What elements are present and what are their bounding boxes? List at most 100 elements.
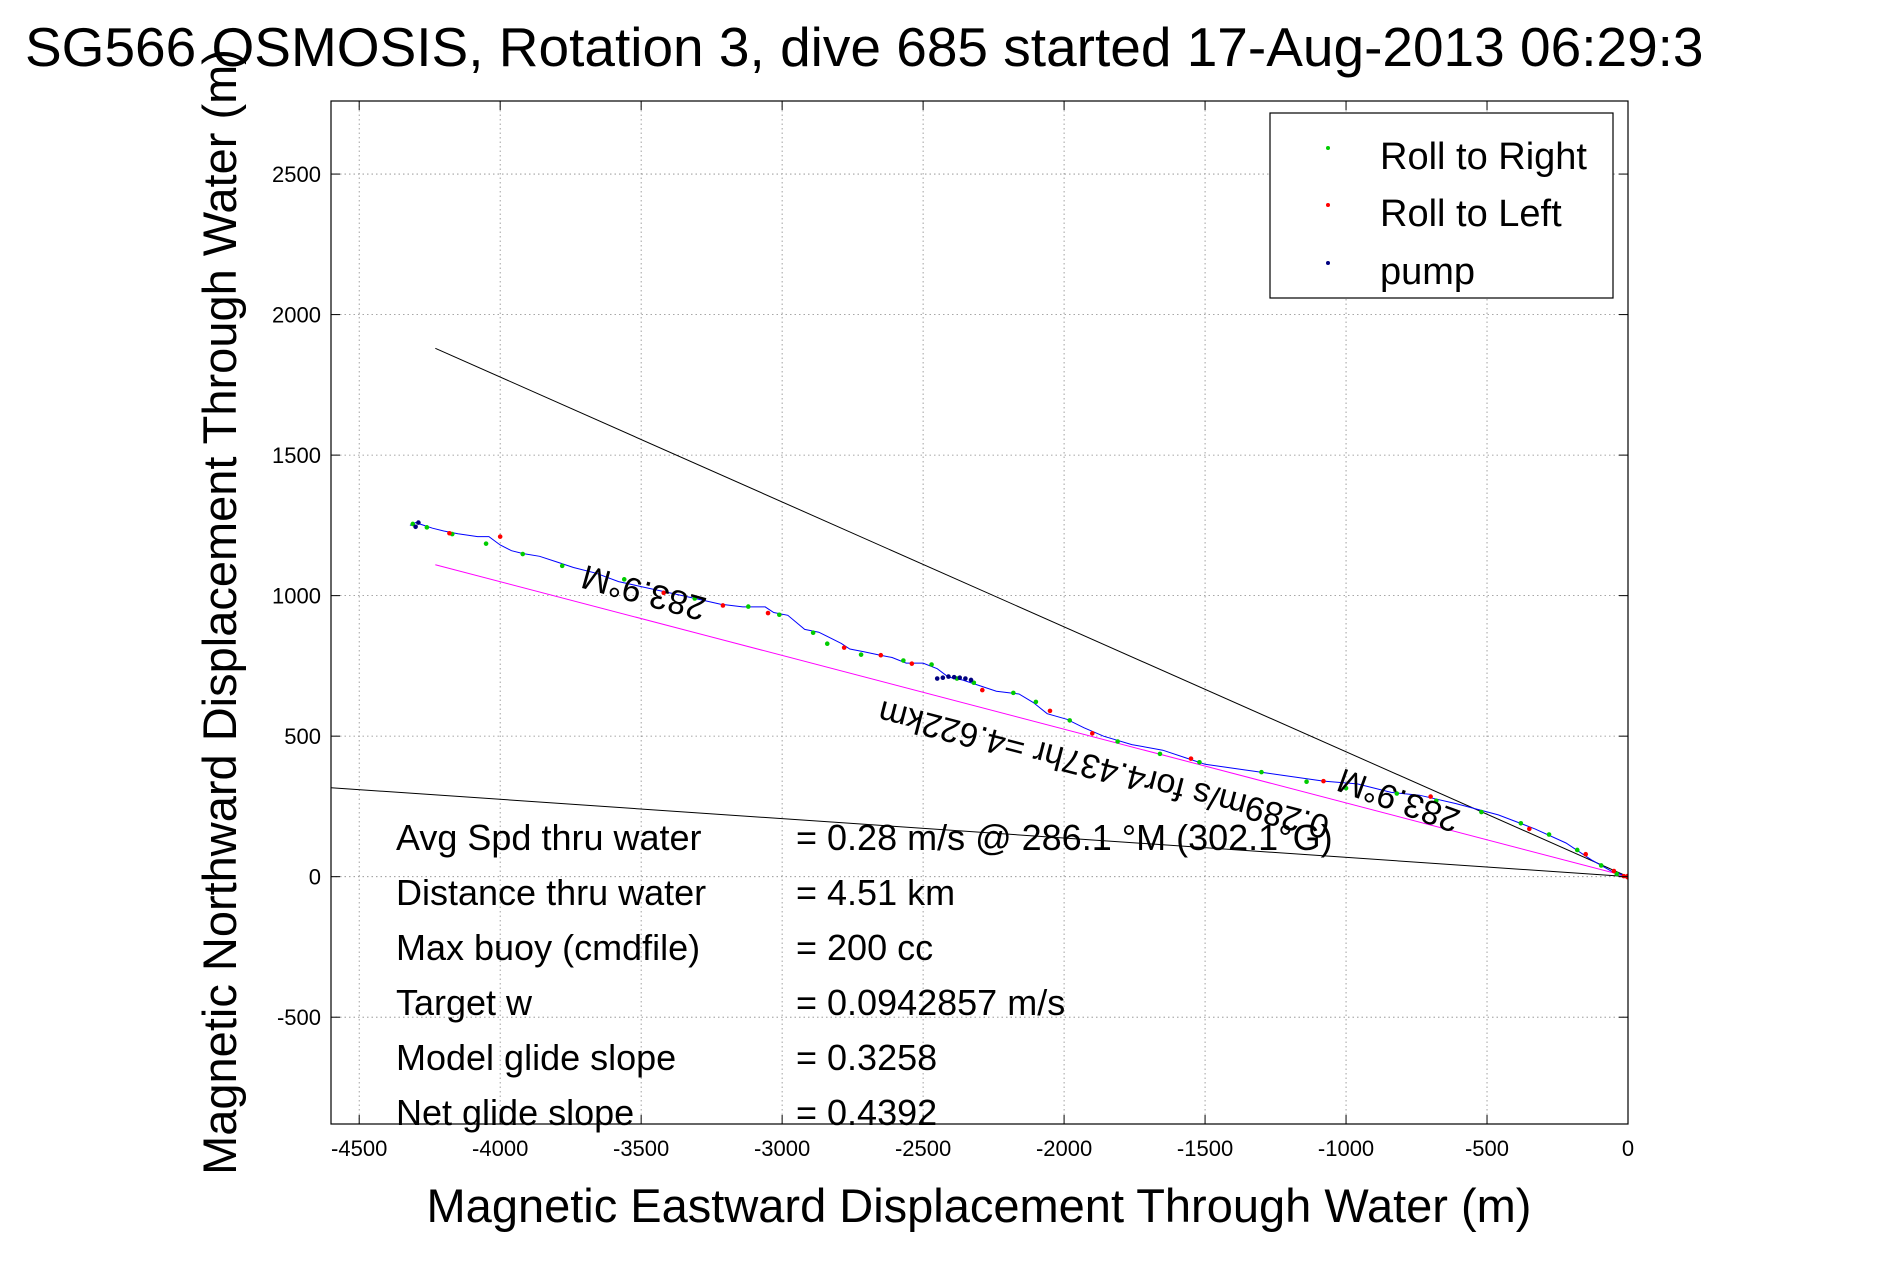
x-tick-label: -4500 (331, 1136, 387, 1161)
roll-left-point (447, 530, 452, 536)
stat-value-0: = 0.28 m/s @ 286.1 °M (302.1°G) (796, 817, 1333, 858)
x-tick-label: -4000 (472, 1136, 528, 1161)
roll-right-point (621, 577, 627, 582)
legend-label-pump: pump (1380, 251, 1475, 293)
pump-point (940, 675, 946, 681)
pump-point (951, 674, 957, 680)
roll-right-point (1518, 820, 1524, 826)
roll-right-point (777, 612, 782, 618)
roll-right-point (1546, 832, 1552, 837)
roll-right-point (1115, 739, 1120, 744)
y-tick-label: 1000 (272, 584, 321, 609)
x-tick-label: -500 (1465, 1136, 1509, 1161)
stat-label-0: Avg Spd thru water (396, 817, 702, 858)
y-tick-label: 2500 (272, 162, 321, 187)
stat-value-2: = 200 cc (796, 927, 933, 968)
roll-right-point (1011, 690, 1016, 696)
legend-marker-roll-right (1326, 146, 1330, 150)
stat-value-5: = 0.4392 (796, 1092, 937, 1133)
stat-value-1: = 4.51 km (796, 872, 955, 913)
plot-frame (330, 100, 1629, 1125)
y-tick-label: 1500 (272, 443, 321, 468)
roll-left-point (1611, 868, 1617, 874)
pump-point (957, 675, 963, 681)
roll-right-point (1033, 699, 1039, 705)
roll-left-point (765, 610, 771, 616)
roll-left-point (878, 652, 884, 658)
roll-left-point (1527, 826, 1532, 832)
roll-left-point (661, 590, 667, 596)
roll-left-point (909, 661, 915, 666)
roll-left-point (1047, 708, 1053, 714)
stat-label-4: Model glide slope (396, 1037, 676, 1078)
x-tick-label: -2500 (895, 1136, 951, 1161)
reference-line-lower (331, 787, 1628, 878)
stat-value-4: = 0.3258 (796, 1037, 937, 1078)
roll-right-point (1343, 785, 1349, 791)
roll-left-point (1188, 756, 1194, 761)
x-tick-label: 0 (1622, 1136, 1634, 1161)
legend-label-roll-right: Roll to Right (1380, 136, 1587, 178)
legend-label-roll-left: Roll to Left (1380, 193, 1562, 235)
stat-label-1: Distance thru water (396, 872, 706, 913)
roll-right-point (1157, 751, 1163, 757)
roll-left-point (1621, 873, 1627, 879)
stat-label-5: Net glide slope (396, 1092, 634, 1133)
roll-left-point (720, 603, 726, 608)
x-axis-title: Magnetic Eastward Displacement Through W… (427, 1179, 1532, 1232)
y-tick-label: 2000 (272, 303, 321, 328)
roll-right-point (824, 641, 830, 646)
y-tick-label: -500 (277, 1005, 321, 1030)
stat-label-2: Max buoy (cmdfile) (396, 927, 700, 968)
x-tick-label: -3500 (613, 1136, 669, 1161)
reference-line-heading (435, 564, 1628, 878)
roll-left-point (497, 534, 503, 539)
roll-right-point (692, 596, 698, 601)
roll-right-point (901, 658, 906, 663)
roll-right-point (1394, 791, 1400, 796)
stat-value-3: = 0.0942857 m/s (796, 982, 1065, 1023)
y-axis-title: Magnetic Northward Displacement Through … (193, 49, 246, 1175)
x-tick-label: -1500 (1177, 1136, 1233, 1161)
pump-point (963, 676, 968, 681)
roll-right-point (424, 525, 430, 530)
glider-track-line (409, 522, 1628, 878)
pump-point (413, 524, 418, 530)
roll-left-point (1321, 778, 1326, 784)
pump-point (416, 520, 421, 525)
pump-point (946, 674, 951, 679)
y-tick-label: 0 (309, 865, 321, 890)
roll-right-point (559, 563, 565, 569)
roll-left-point (1428, 794, 1433, 799)
roll-right-point (520, 551, 526, 557)
pump-point (968, 677, 974, 683)
stat-label-3: Target w (396, 982, 533, 1023)
pump-point (934, 676, 940, 681)
axis-ticks: -4500 -4000 -3500 -3000 -2500 -2000 -1500 -1000… (272, 101, 1634, 1161)
legend-marker-roll-left (1326, 203, 1330, 207)
x-tick-label: -1000 (1318, 1136, 1374, 1161)
roll-left-point (841, 645, 847, 650)
legend-marker-pump (1326, 261, 1330, 265)
reference-lines (331, 347, 1628, 878)
roll-left-point (980, 687, 985, 693)
roll-right-point (1259, 769, 1264, 775)
marker-series (410, 520, 1628, 880)
reference-line-upper (435, 347, 1628, 878)
roll-right-point (929, 662, 934, 667)
roll-right-point (1433, 798, 1439, 804)
roll-right-point (1598, 863, 1604, 868)
roll-right-point (483, 541, 489, 546)
track-series (409, 522, 1628, 878)
roll-right-point (1067, 718, 1073, 723)
chart-title: SG566 OSMOSIS, Rotation 3, dive 685 star… (25, 16, 1704, 78)
roll-right-point (1197, 759, 1202, 765)
roll-right-point (1479, 809, 1484, 815)
roll-right-point (1574, 847, 1580, 853)
roll-right-point (858, 652, 864, 657)
legend: Roll to Right Roll to Left pump (1269, 112, 1614, 299)
roll-right-point (810, 630, 816, 636)
roll-right-point (1304, 779, 1309, 784)
roll-right-point (745, 604, 751, 609)
